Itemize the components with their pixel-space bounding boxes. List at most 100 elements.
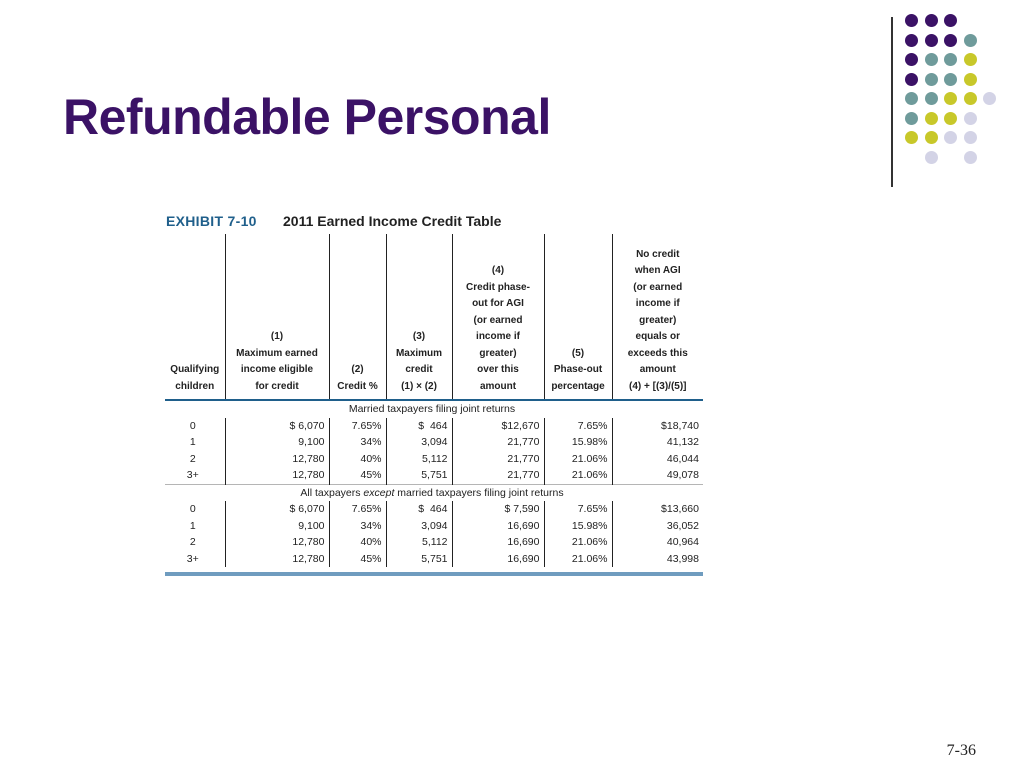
decorative-dot (963, 131, 977, 144)
table-row: 2 12,780 40% 5,112 16,690 21.06% 40,964 (165, 534, 703, 551)
table-cell: 16,690 (451, 534, 544, 551)
group-caption: Married taxpayers filing joint returns (165, 399, 703, 418)
table-cell: 1 (189, 519, 196, 532)
table-cell: 40% (328, 534, 386, 551)
table-cell: 5,112 (385, 450, 452, 467)
table-cell: 1 (189, 436, 196, 448)
decorative-dot (905, 131, 918, 144)
table-cell: 0 (189, 419, 196, 432)
table-cell: $12,670 (451, 417, 544, 434)
table-cell: 21,770 (451, 467, 544, 484)
table-cell: 45% (328, 550, 386, 567)
table-cell: 12,780 (224, 467, 329, 484)
table-row: 1 9,100 34% 3,094 16,690 15.98% 36,052 (165, 517, 703, 534)
group-caption-text: except (363, 486, 395, 499)
column-header: (3) Maximum credit (1) × (2) (385, 234, 452, 400)
decorative-dot (944, 53, 957, 66)
decorative-dot (924, 14, 938, 27)
column-header: Qualifying children (170, 364, 220, 392)
group-caption-text: All taxpayers (300, 486, 364, 499)
group-caption: All taxpayers except married taxpayers f… (165, 483, 703, 501)
table-cell: 3+ (186, 552, 199, 565)
decorative-dot (905, 53, 918, 66)
table-cell: 15.98% (543, 517, 612, 534)
table-cell: 7.65% (543, 417, 612, 434)
table-cell: 7.65% (328, 501, 386, 518)
table-cell: 2 (189, 452, 196, 465)
decorative-dot (963, 111, 977, 125)
table-row: 3+ 12,780 45% 5,751 21,770 21.06% 49,078 (165, 467, 703, 484)
table-cell: 7.65% (543, 501, 612, 518)
table-cell: 9,100 (224, 517, 329, 534)
table-cell: 3,094 (385, 517, 452, 534)
exhibit-title: 2011 Earned Income Credit Table (283, 213, 502, 229)
table-cell: 9,100 (224, 434, 329, 451)
table-cell: 43,998 (611, 550, 703, 567)
table-cell: $ 7,590 (451, 501, 544, 518)
table-cell: 2 (189, 536, 196, 548)
table-cell: 21.06% (543, 450, 612, 467)
decorative-dot (944, 111, 957, 125)
table-cell: $13,660 (611, 501, 703, 518)
decorative-dot (924, 150, 938, 164)
table-cell: $ 6,070 (224, 501, 329, 518)
table-row: 0 $ 6,070 7.65% $ 464 $ 7,590 7.65% $13,660 (165, 501, 703, 518)
table-cell: 5,112 (385, 534, 452, 551)
exhibit-header: EXHIBIT 7-10 2011 Earned Income Credit T… (165, 208, 705, 234)
table-cell: $ 6,070 (224, 417, 329, 434)
decorative-dot (944, 131, 957, 144)
table-cell: $18,740 (611, 417, 703, 434)
decorative-dot (924, 53, 938, 66)
table-header-row: Qualifying children (1) Maximum earned i… (165, 234, 703, 400)
table-cell: 21,770 (451, 450, 544, 467)
group-caption-text: married taxpayers filing joint returns (394, 486, 564, 499)
table-cell: 40% (328, 450, 386, 467)
table-cell: 21.06% (543, 550, 612, 567)
table-bottom-rule (165, 572, 703, 576)
group-caption-text: Married taxpayers filing joint returns (348, 403, 516, 415)
table-row: 2 12,780 40% 5,112 21,770 21.06% 46,044 (165, 450, 703, 467)
table-cell: 3,094 (385, 434, 452, 451)
table-cell: 12,780 (224, 450, 329, 467)
group-caption-row: Married taxpayers filing joint returns (165, 399, 703, 418)
decorative-dot-grid (905, 14, 1015, 174)
table-cell: 34% (328, 517, 386, 534)
decorative-dot (944, 33, 957, 47)
earned-income-credit-table: Qualifying children (1) Maximum earned i… (165, 234, 703, 567)
table-body: Married taxpayers filing joint returns 0 $… (165, 399, 703, 567)
decorative-dot (944, 14, 957, 27)
decorative-dot (963, 72, 977, 86)
decorative-dot (963, 150, 977, 164)
table-cell: 5,751 (385, 467, 452, 484)
decorative-dot (924, 131, 938, 144)
table-cell: 7.65% (328, 417, 386, 434)
table-cell: $ 464 (385, 501, 452, 518)
decorative-dot (963, 92, 977, 105)
decorative-dot (963, 33, 977, 47)
table-cell: 16,690 (451, 550, 544, 567)
decorative-dot (924, 92, 938, 105)
decorative-dot (924, 72, 938, 86)
decorative-dot (905, 14, 918, 27)
table-cell: 12,780 (224, 534, 329, 551)
table-cell: 5,751 (385, 550, 452, 567)
decorative-dot (905, 92, 918, 105)
table-cell: 36,052 (611, 517, 703, 534)
table-cell: 15.98% (543, 434, 612, 451)
column-header: (1) Maximum earned income eligible for c… (224, 234, 329, 400)
table-cell: 0 (189, 503, 196, 515)
table-cell: $ 464 (385, 417, 452, 434)
table-row: 0 $ 6,070 7.65% $ 464 $12,670 7.65% $18,740 (165, 417, 703, 434)
exhibit: EXHIBIT 7-10 2011 Earned Income Credit T… (165, 208, 705, 576)
table-cell: 21,770 (451, 434, 544, 451)
table-row: 3+ 12,780 45% 5,751 16,690 21.06% 43,998 (165, 550, 703, 567)
decorative-dot (963, 53, 977, 66)
table-cell: 41,132 (611, 434, 703, 451)
group-caption-row: All taxpayers except married taxpayers f… (165, 483, 703, 501)
table-cell: 21.06% (543, 467, 612, 484)
column-header: (4) Credit phase- out for AGI (or earned… (451, 234, 544, 400)
table-cell: 3+ (186, 469, 199, 481)
divider-line (891, 17, 893, 187)
decorative-dot (905, 33, 918, 47)
column-header: (5) Phase-out percentage (543, 234, 612, 400)
